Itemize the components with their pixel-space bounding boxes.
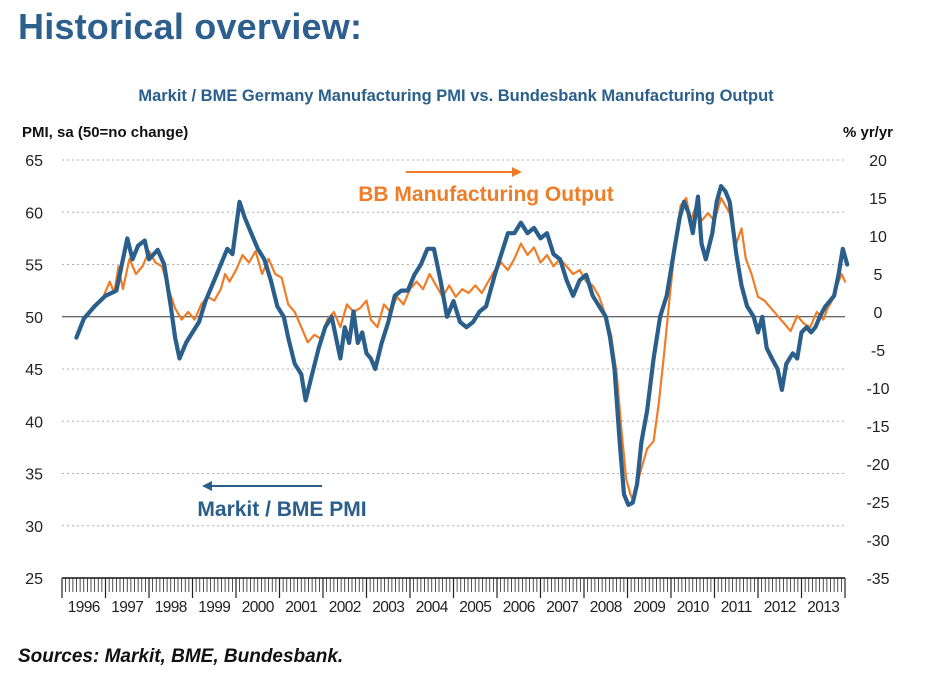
x-tick-label: 2002	[329, 599, 361, 616]
x-tick-label: 2011	[721, 599, 752, 616]
x-tick-label: 2001	[285, 599, 317, 616]
right-tick-label: -35	[866, 571, 889, 588]
x-tick-label: 2005	[459, 599, 491, 616]
right-axis-title: % yr/yr	[843, 124, 893, 141]
right-tick-label: -30	[866, 533, 889, 550]
source-note: Sources: Markit, BME, Bundesbank.	[18, 646, 344, 667]
right-tick-label: -15	[866, 419, 889, 436]
x-tick-label: 2007	[546, 599, 578, 616]
right-tick-label: 5	[874, 267, 883, 284]
output-series-line	[102, 196, 847, 504]
series-lines	[74, 184, 850, 507]
left-axis-title: PMI, sa (50=no change)	[22, 124, 188, 141]
left-tick-label: 30	[25, 519, 43, 536]
right-tick-label: 10	[869, 229, 887, 246]
annotation-output-arrow	[406, 167, 522, 177]
page-heading: Historical overview:	[18, 6, 363, 47]
right-tick-label: -20	[866, 457, 889, 474]
x-tick-label: 2012	[764, 599, 796, 616]
x-tick-label: 2013	[807, 599, 839, 616]
right-tick-label: -5	[871, 343, 885, 360]
right-tick-label: 20	[869, 153, 887, 170]
pmi-series-line	[74, 184, 850, 507]
right-tick-label: -10	[866, 381, 889, 398]
x-tick-label: 2008	[590, 599, 622, 616]
x-tick-label: 2000	[242, 599, 275, 616]
left-tick-label: 60	[25, 205, 43, 222]
x-tick-label: 2003	[372, 599, 404, 616]
x-tick-label: 2009	[633, 599, 665, 616]
x-tick-label: 2010	[677, 599, 710, 616]
left-tick-label: 40	[25, 414, 43, 431]
x-tick-label: 2006	[503, 599, 535, 616]
left-tick-label: 45	[25, 362, 43, 379]
annotation-pmi: Markit / BME PMI	[197, 498, 366, 521]
left-tick-label: 35	[25, 467, 43, 484]
gridlines	[62, 159, 845, 527]
x-tick-label: 2004	[416, 599, 449, 616]
left-tick-label: 50	[25, 310, 43, 327]
x-tick-label: 1997	[111, 599, 143, 616]
annotation-pmi-arrow	[202, 481, 322, 491]
x-tick-label: 1999	[198, 599, 230, 616]
left-tick-label: 25	[25, 571, 43, 588]
left-tick-label: 55	[25, 258, 43, 275]
left-tick-label: 65	[25, 153, 43, 170]
left-axis-ticks: 65 60 55 50 45 40 35 30 25	[25, 153, 43, 588]
x-tick-label: 1998	[155, 599, 187, 616]
annotation-output: BB Manufacturing Output	[358, 183, 613, 206]
chart-title: Markit / BME Germany Manufacturing PMI v…	[138, 87, 774, 105]
right-tick-label: 0	[874, 305, 883, 322]
x-axis: 1996 1997 1998 1999 2000 2001 2002 2003 2004 2005…	[61, 577, 846, 616]
right-tick-label: -25	[866, 495, 889, 512]
right-tick-label: 15	[869, 191, 887, 208]
x-tick-label: 1996	[68, 599, 100, 616]
right-axis-ticks: 20 15 10 5 0 -5 -10 -15 -20 -25 -30 -35	[866, 153, 889, 588]
